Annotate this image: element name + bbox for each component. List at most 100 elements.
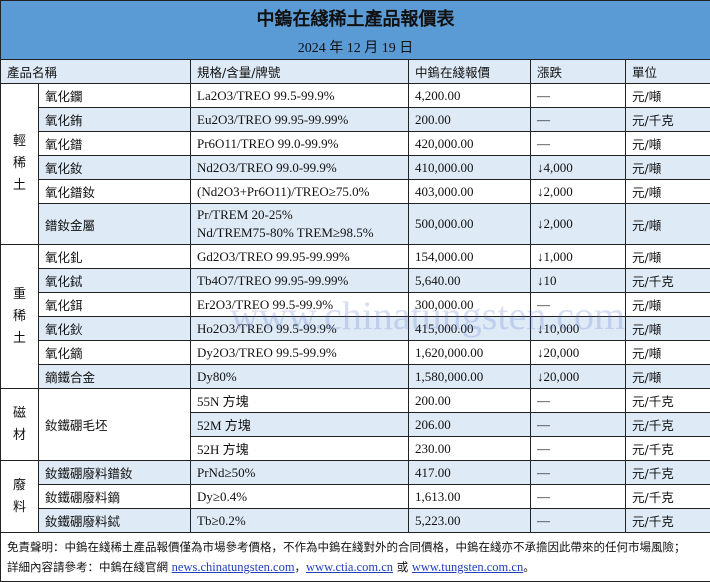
change-cell: — bbox=[531, 108, 626, 132]
price-cell: 5,640.00 bbox=[409, 269, 531, 293]
product-name: 氧化銪 bbox=[39, 108, 191, 132]
change-cell: ↓10 bbox=[531, 269, 626, 293]
spec-cell: Dy≥0.4% bbox=[191, 485, 409, 509]
link-ctia[interactable]: www.ctia.com.cn bbox=[306, 560, 393, 574]
spec-cell: 52H 方塊 bbox=[191, 437, 409, 461]
header-price: 中鎢在綫報價 bbox=[409, 60, 531, 84]
category-cell: 重稀土 bbox=[1, 245, 39, 389]
product-name: 釹鐵硼廢料鐠釹 bbox=[39, 461, 191, 485]
category-label: 重稀土 bbox=[13, 284, 27, 350]
spec-cell: Pr/TREM 20-25%Nd/TREM75-80% TREM≥98.5% bbox=[191, 204, 409, 245]
category-label: 磁材 bbox=[13, 403, 27, 447]
product-name: 氧化鐠釹 bbox=[39, 180, 191, 204]
link-tungsten[interactable]: www.tungsten.com.cn bbox=[412, 560, 523, 574]
change-cell: — bbox=[531, 132, 626, 156]
unit-cell: 元/噸 bbox=[626, 341, 710, 365]
spec-cell: Ho2O3/TREO 99.5-99.9% bbox=[191, 317, 409, 341]
change-cell: ↓20,000 bbox=[531, 341, 626, 365]
spec-cell: Eu2O3/TREO 99.95-99.99% bbox=[191, 108, 409, 132]
page-title: 中鎢在綫稀土產品報價表 bbox=[1, 1, 710, 36]
unit-cell: 元/噸 bbox=[626, 84, 710, 108]
unit-cell: 元/千克 bbox=[626, 509, 710, 533]
product-name: 氧化鉺 bbox=[39, 293, 191, 317]
category-cell: 輕稀土 bbox=[1, 84, 39, 245]
spec-cell: 55N 方塊 bbox=[191, 389, 409, 413]
date: 2024 年 12 月 19 日 bbox=[1, 35, 710, 60]
unit-cell: 元/千克 bbox=[626, 269, 710, 293]
spec-cell: Pr6O11/TREO 99.0-99.9% bbox=[191, 132, 409, 156]
category-label: 廢料 bbox=[13, 475, 27, 519]
spec-cell: Tb4O7/TREO 99.95-99.99% bbox=[191, 269, 409, 293]
change-cell: — bbox=[531, 461, 626, 485]
spec-cell: Nd2O3/TREO 99.0-99.9% bbox=[191, 156, 409, 180]
header-row: 產品名稱 規格/含量/牌號 中鎢在綫報價 漲跌 單位 bbox=[1, 60, 710, 84]
product-name: 氧化鐠 bbox=[39, 132, 191, 156]
unit-cell: 元/噸 bbox=[626, 365, 710, 389]
spec-cell: La2O3/TREO 99.5-99.9% bbox=[191, 84, 409, 108]
unit-cell: 元/千克 bbox=[626, 389, 710, 413]
price-cell: 420,000.00 bbox=[409, 132, 531, 156]
change-cell: ↓4,000 bbox=[531, 156, 626, 180]
spec-cell: Dy80% bbox=[191, 365, 409, 389]
table-row: 氧化鐠釹(Nd2O3+Pr6O11)/TREO≥75.0%403,000.00↓… bbox=[1, 180, 710, 204]
price-cell: 4,200.00 bbox=[409, 84, 531, 108]
unit-cell: 元/噸 bbox=[626, 156, 710, 180]
product-name: 釹鐵硼廢料鏑 bbox=[39, 485, 191, 509]
price-cell: 230.00 bbox=[409, 437, 531, 461]
price-cell: 415,000.00 bbox=[409, 317, 531, 341]
category-label: 輕稀土 bbox=[13, 131, 27, 197]
price-cell: 200.00 bbox=[409, 389, 531, 413]
category-cell: 廢料 bbox=[1, 461, 39, 533]
product-name: 鏑鐵合金 bbox=[39, 365, 191, 389]
spec-line: Nd/TREM75-80% TREM≥98.5% bbox=[197, 224, 408, 242]
spec-cell: Er2O3/TREO 99.5-99.9% bbox=[191, 293, 409, 317]
price-cell: 200.00 bbox=[409, 108, 531, 132]
spec-cell: 52M 方塊 bbox=[191, 413, 409, 437]
price-cell: 300,000.00 bbox=[409, 293, 531, 317]
product-name: 氧化鏑 bbox=[39, 341, 191, 365]
product-name: 氧化釓 bbox=[39, 245, 191, 269]
price-cell: 410,000.00 bbox=[409, 156, 531, 180]
separator: ， bbox=[295, 560, 307, 574]
header-change: 漲跌 bbox=[531, 60, 626, 84]
spec-cell: PrNd≥50% bbox=[191, 461, 409, 485]
spec-cell: (Nd2O3+Pr6O11)/TREO≥75.0% bbox=[191, 180, 409, 204]
unit-cell: 元/噸 bbox=[626, 245, 710, 269]
spec-cell: Gd2O3/TREO 99.95-99.99% bbox=[191, 245, 409, 269]
unit-cell: 元/千克 bbox=[626, 108, 710, 132]
change-cell: ↓10,000 bbox=[531, 317, 626, 341]
unit-cell: 元/千克 bbox=[626, 413, 710, 437]
spec-cell: Tb≥0.2% bbox=[191, 509, 409, 533]
product-name: 氧化鋱 bbox=[39, 269, 191, 293]
change-cell: — bbox=[531, 84, 626, 108]
price-cell: 417.00 bbox=[409, 461, 531, 485]
change-cell: ↓20,000 bbox=[531, 365, 626, 389]
category-cell: 磁材 bbox=[1, 389, 39, 461]
unit-cell: 元/千克 bbox=[626, 437, 710, 461]
more-info: 詳細內容請參考：中鎢在綫官網 bbox=[7, 560, 172, 574]
change-cell: ↓2,000 bbox=[531, 204, 626, 245]
change-cell: ↓2,000 bbox=[531, 180, 626, 204]
disclaimer: 免責聲明：中鎢在綫稀土產品報價僅為市場參考價格，不作為中鎢在綫對外的合同價格，中… bbox=[7, 540, 686, 554]
footer: 免責聲明：中鎢在綫稀土產品報價僅為市場參考價格，不作為中鎢在綫對外的合同價格，中… bbox=[1, 533, 710, 582]
spec-cell: Dy2O3/TREO 99.5-99.9% bbox=[191, 341, 409, 365]
price-cell: 154,000.00 bbox=[409, 245, 531, 269]
unit-cell: 元/千克 bbox=[626, 485, 710, 509]
link-chinatungsten[interactable]: news.chinatungsten.com bbox=[172, 560, 295, 574]
change-cell: — bbox=[531, 509, 626, 533]
price-cell: 1,620,000.00 bbox=[409, 341, 531, 365]
product-name: 鐠釹金屬 bbox=[39, 204, 191, 245]
